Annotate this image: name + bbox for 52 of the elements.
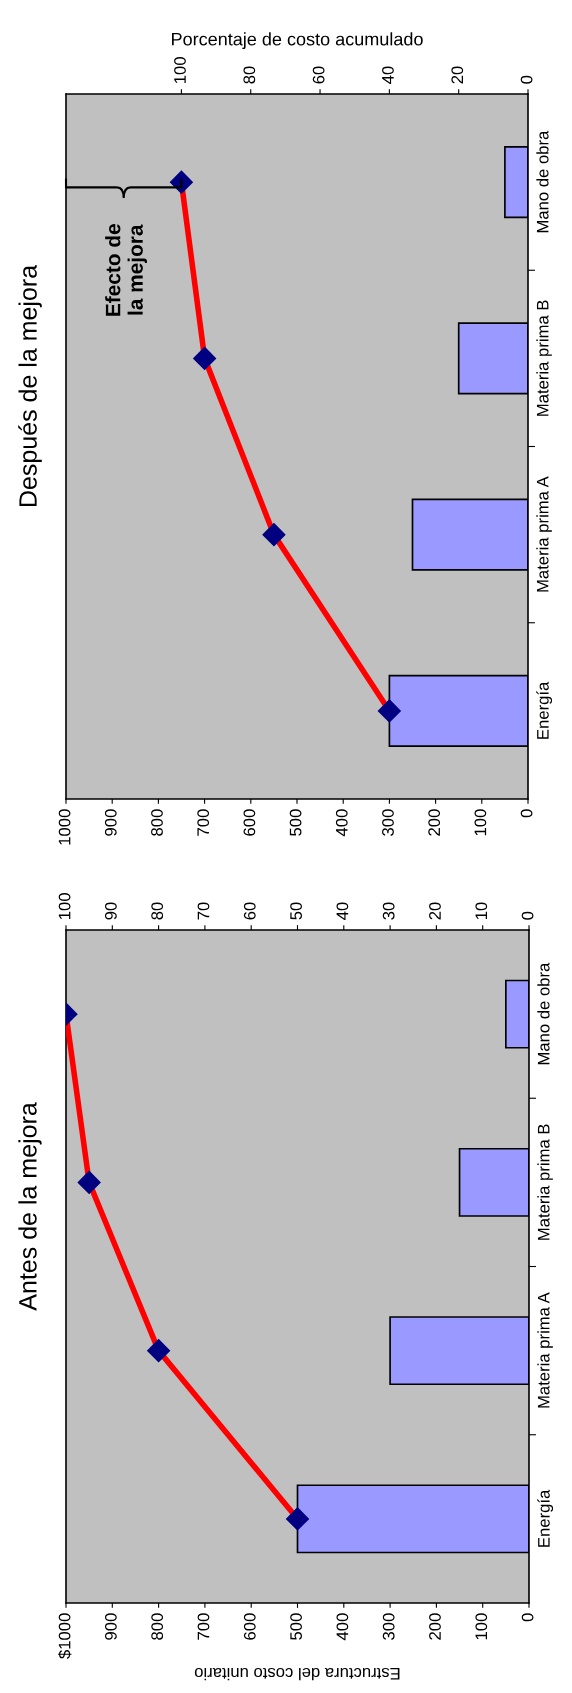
x-tick-label: 0: [521, 1613, 534, 1622]
y-tick-label: Materia prima A: [537, 1292, 553, 1408]
y-tick-label: Energía: [536, 681, 553, 739]
annotation: Efecto de la mejora: [105, 224, 147, 316]
x2-tick-label: 100: [174, 57, 186, 84]
x-axis-title: Estructura del costo unitario: [194, 1667, 400, 1681]
x-tick-label: 1000: [58, 809, 71, 845]
x2-tick-label: 10: [475, 902, 488, 920]
x-tick-label: 300: [382, 1613, 395, 1640]
x-tick-label: 900: [104, 1613, 117, 1640]
x-tick-label: 600: [243, 1613, 256, 1640]
x-tick-label: 500: [289, 809, 302, 836]
x2-axis-title: Porcentaje de costo acumulado: [172, 32, 423, 50]
x2-tick-label: 20: [451, 66, 464, 84]
x2-tick-label: 70: [197, 902, 210, 920]
x-tick-label: 400: [335, 809, 348, 837]
x-tick-label: 800: [151, 1613, 164, 1640]
x2-tick-label: 0: [521, 911, 534, 920]
y-tick-label: Materia prima B: [536, 300, 552, 416]
x-tick-label: 700: [197, 1613, 210, 1640]
x2-tick-label: 20: [429, 902, 441, 920]
x-tick-label: 200: [428, 809, 441, 836]
x2-tick-label: 60: [243, 902, 256, 920]
x-tick-label: 100: [474, 809, 487, 836]
x2-tick-label: 80: [243, 66, 256, 84]
x2-tick-label: 40: [336, 902, 349, 920]
x-tick-label: 100: [475, 1613, 488, 1640]
y-tick-label: Mano de obra: [537, 962, 550, 1065]
y-tick-label: Materia prima A: [536, 476, 552, 592]
y-tick-label: Energía: [537, 1489, 554, 1547]
x2-tick-label: 40: [382, 66, 394, 84]
x2-tick-label: 50: [290, 902, 302, 920]
x-tick-label: 600: [243, 809, 256, 836]
x-tick-label: 300: [382, 809, 394, 836]
x-tick-label: 500: [290, 1613, 302, 1640]
x-tick-label: 0: [520, 809, 533, 818]
x2-tick-label: 80: [151, 902, 164, 920]
x-tick-label: 700: [197, 809, 210, 836]
x-tick-label: 400: [336, 1613, 349, 1641]
y-tick-label: Materia prima B: [537, 1124, 553, 1240]
x2-tick-label: 30: [382, 902, 395, 920]
y-tick-label: Mano de obra: [536, 130, 549, 233]
text: Después de la mejora: [18, 264, 42, 507]
x2-tick-label: 100: [58, 893, 71, 920]
x-tick-label: 800: [151, 809, 163, 836]
x2-tick-label: 60: [312, 66, 325, 84]
x2-tick-label: 90: [104, 902, 117, 920]
x-tick-label: 200: [429, 1613, 441, 1640]
text: Antes de la mejora: [18, 1102, 42, 1311]
x-tick-label: 900: [104, 809, 117, 836]
x-tick-label: $1000: [57, 1613, 72, 1659]
x2-tick-label: 0: [520, 75, 533, 84]
